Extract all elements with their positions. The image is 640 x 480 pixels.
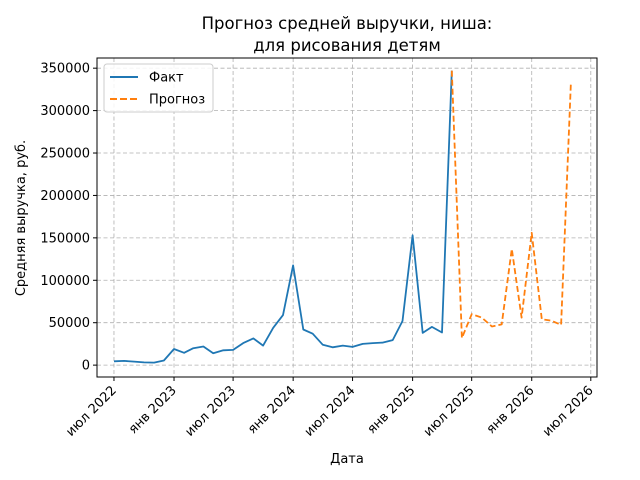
series-line-forecast: [450, 70, 572, 339]
legend-label-forecast: Прогноз: [149, 93, 205, 108]
series-lines: [113, 70, 572, 364]
chart-title-line-2: для рисования детям: [253, 36, 441, 55]
y-tick-label: 350000: [40, 62, 90, 77]
y-tick-label: 300000: [40, 104, 90, 119]
y-tick-label: 150000: [40, 231, 90, 246]
x-axis-label: Дата: [330, 452, 364, 467]
chart-title-line-1: Прогноз средней выручки, ниша:: [202, 14, 493, 33]
y-axis-ticks: 0 50000 100000 150000 200000 250000 300000 3500…: [40, 62, 97, 374]
grid: [97, 58, 597, 377]
legend-label-fact: Факт: [149, 71, 184, 86]
plot-frame: [96, 57, 598, 378]
y-tick-label: 200000: [40, 189, 90, 204]
legend: Факт Прогноз: [103, 63, 214, 113]
y-tick-label: 50000: [49, 316, 90, 331]
y-tick-label: 100000: [40, 274, 90, 289]
y-tick-label: 0: [82, 359, 90, 374]
y-tick-label: 250000: [40, 147, 90, 162]
series-line-fact: [113, 70, 453, 364]
y-axis-label: Средняя выручка, руб.: [14, 140, 29, 296]
